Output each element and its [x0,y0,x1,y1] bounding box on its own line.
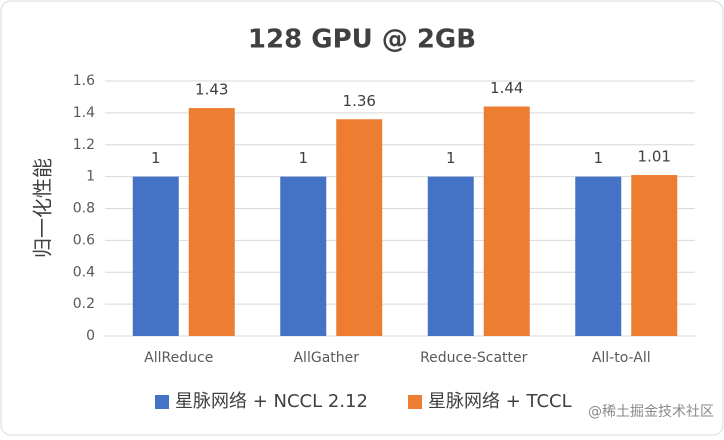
chart-title: 128 GPU @ 2GB [248,25,476,55]
x-tick-label: AllReduce [144,350,213,366]
y-tick-label: 1.4 [73,105,95,121]
x-tick-label: Reduce-Scatter [420,350,528,366]
legend-swatch [155,395,169,409]
watermark: @稀土掘金技术社区 [588,404,714,420]
y-tick-label: 0.2 [73,296,95,312]
bar [483,106,530,336]
bar [336,119,383,336]
bar [132,176,179,336]
bar [280,176,327,336]
x-tick-label: AllGather [293,350,359,366]
bar [631,175,678,336]
data-label: 1.43 [195,81,228,99]
y-tick-label: 0.4 [73,264,95,280]
legend-label: 星脉网络 + TCCL [428,391,572,412]
data-label: 1.44 [490,79,523,97]
legend-label: 星脉网络 + NCCL 2.12 [175,391,368,412]
y-tick-label: 0.6 [73,232,95,248]
data-label: 1.36 [343,92,376,110]
data-label: 1 [446,149,456,167]
y-tick-label: 1.6 [73,73,95,89]
bar [188,108,235,336]
data-label: 1 [593,149,603,167]
legend-swatch [408,395,422,409]
y-axis-label: 归一化性能 [31,158,55,258]
data-label: 1.01 [638,148,671,166]
y-tick-label: 0.8 [73,201,95,217]
data-label: 1 [151,149,161,167]
y-tick-label: 0 [86,328,95,344]
data-label: 1 [298,149,308,167]
y-tick-label: 1.2 [73,137,95,153]
y-tick-label: 1 [86,169,95,185]
bar [427,176,474,336]
bar [575,176,622,336]
x-tick-label: All-to-All [592,350,651,366]
